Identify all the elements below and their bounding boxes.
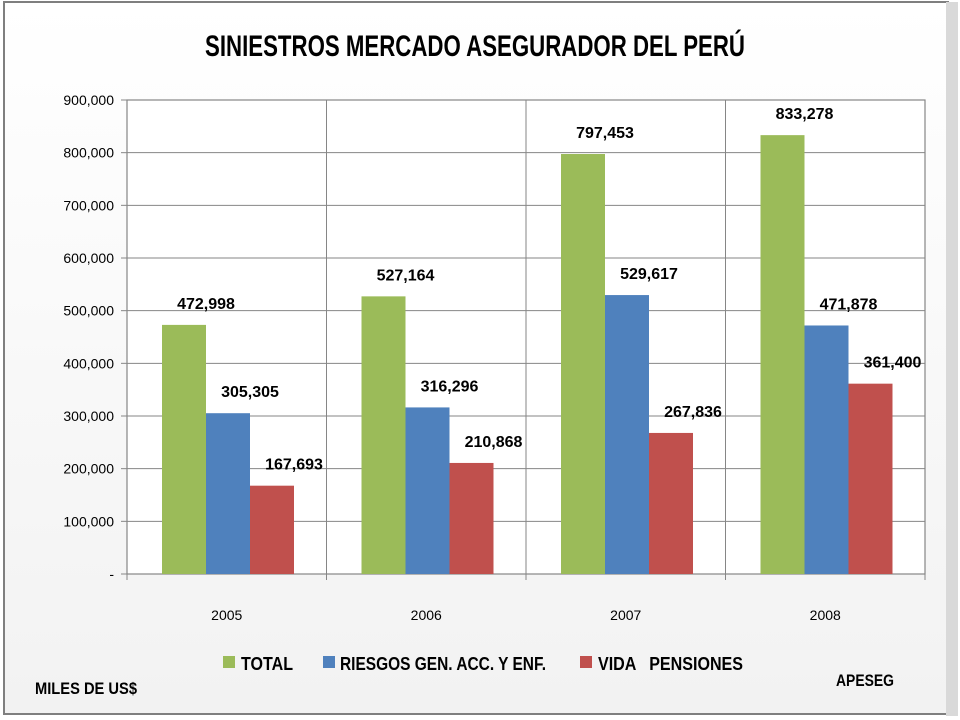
unit-note: MILES DE US$ [35, 679, 137, 698]
y-tick-label-1: 100,000 [63, 513, 114, 529]
chart-title: SINIESTROS MERCADO ASEGURADOR DEL PERÚ [205, 29, 745, 63]
bar-3-2006 [449, 462, 494, 574]
bar-3-2007 [649, 432, 693, 574]
y-axis-ticks: - 100,000 200,000 300,000 400,000 500,000 600,… [63, 92, 127, 582]
data-label-1-2008: 833,278 [776, 106, 834, 123]
data-label-1-2006: 527,164 [377, 267, 435, 284]
data-label-2-2006: 316,296 [421, 378, 479, 395]
x-tick-label-2005: 2005 [211, 607, 242, 623]
data-label-2-2008: 471,878 [820, 296, 878, 313]
data-label-1-2007: 797,453 [576, 125, 634, 142]
data-label-2-2007: 529,617 [620, 266, 678, 283]
bar-1-2008 [760, 135, 805, 574]
data-label-3-2007: 267,836 [664, 404, 722, 421]
y-tick-label-7: 700,000 [63, 197, 114, 213]
data-label-3-2008: 361,400 [864, 355, 922, 372]
y-tick-label-0: - [109, 566, 114, 582]
legend-label-3: VIDA PENSIONES [598, 654, 743, 674]
legend-label-2: RIESGOS GEN. ACC. Y ENF. [340, 654, 546, 674]
frame-shadow [946, 2, 958, 716]
source-note: APESEG [836, 671, 894, 690]
legend-swatch-1 [223, 656, 235, 668]
data-label-3-2005: 167,693 [265, 457, 323, 474]
legend: TOTAL RIESGOS GEN. ACC. Y ENF. VIDA PENSIO… [223, 654, 743, 674]
x-tick-label-2008: 2008 [810, 607, 841, 623]
bar-3-2008 [848, 383, 893, 574]
data-label-2-2005: 305,305 [221, 384, 279, 401]
bar-3-2005 [250, 485, 294, 574]
data-label-3-2006: 210,868 [465, 434, 523, 451]
y-tick-label-3: 300,000 [63, 408, 114, 424]
bar-1-2006 [361, 296, 406, 574]
y-tick-label-5: 500,000 [63, 303, 114, 319]
bar-2-2006 [405, 407, 450, 574]
legend-swatch-2 [323, 656, 335, 668]
y-tick-label-6: 600,000 [63, 250, 114, 266]
y-tick-label-4: 400,000 [63, 355, 114, 371]
bar-2-2007 [605, 295, 649, 574]
x-tick-label-2007: 2007 [610, 607, 641, 623]
y-tick-label-9: 900,000 [63, 92, 114, 108]
x-tick-label-2006: 2006 [411, 607, 442, 623]
bar-2-2008 [804, 325, 849, 574]
bar-1-2007 [561, 154, 605, 574]
legend-swatch-3 [580, 656, 592, 668]
bar-2-2005 [206, 413, 250, 574]
data-labels: 472,998 527,164 797,453 833,278 305,305 316,2… [177, 106, 921, 474]
data-label-1-2005: 472,998 [177, 296, 235, 313]
plot-area: - 100,000 200,000 300,000 400,000 500,000 600,… [63, 92, 926, 623]
legend-label-1: TOTAL [241, 654, 293, 674]
x-axis-ticks: 2005 2006 2007 2008 [126, 574, 926, 623]
bars [162, 135, 893, 574]
y-tick-label-8: 800,000 [63, 145, 114, 161]
y-tick-label-2: 200,000 [63, 461, 114, 477]
bar-1-2005 [162, 324, 206, 574]
